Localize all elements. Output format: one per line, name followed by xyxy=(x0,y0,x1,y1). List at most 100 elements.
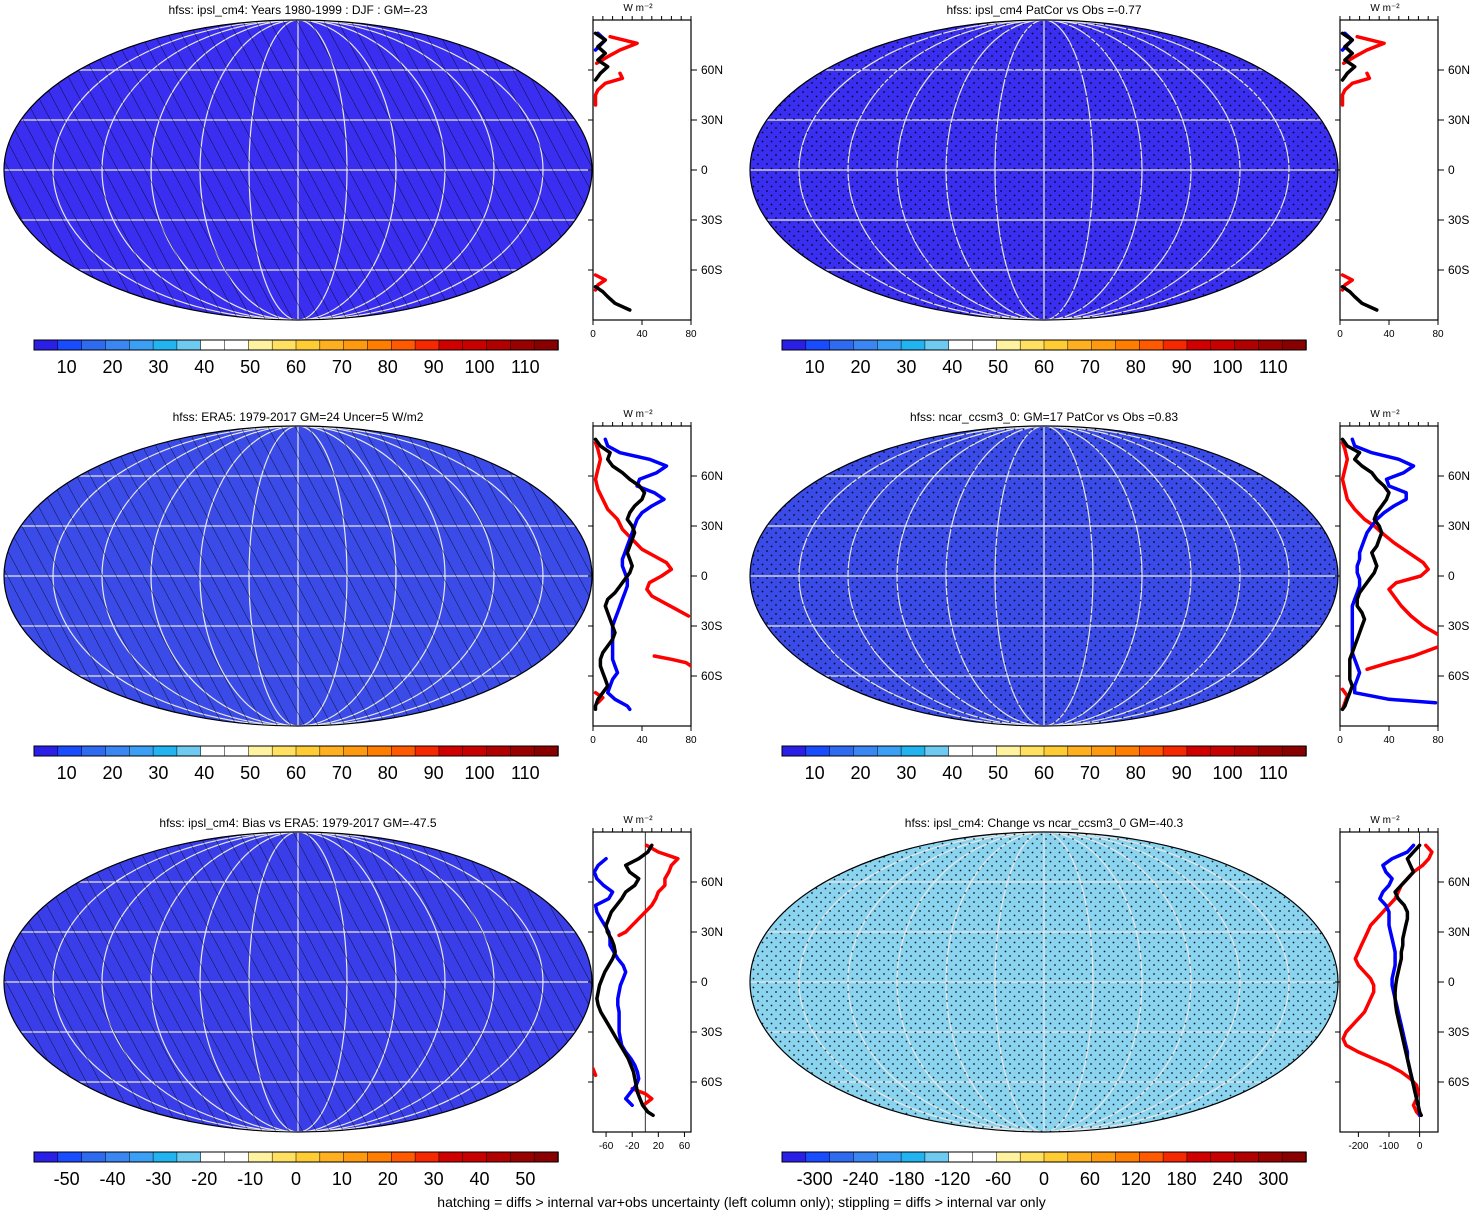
colorbar-label: 10 xyxy=(805,763,825,783)
x-tick-label: 40 xyxy=(1383,329,1395,340)
colorbar-swatch xyxy=(319,339,345,351)
profile-series-black xyxy=(1340,31,1357,82)
lat-label: 30S xyxy=(1448,213,1469,227)
colorbar-swatch xyxy=(81,1151,107,1163)
x-tick-label: 60 xyxy=(679,1141,691,1152)
colorbar-swatch xyxy=(877,339,902,351)
x-tick-label: 40 xyxy=(1383,735,1395,746)
colorbar-swatch xyxy=(996,745,1021,757)
colorbar-swatch xyxy=(57,339,83,351)
colorbar-label: 100 xyxy=(464,357,494,377)
x-tick-label: 80 xyxy=(685,329,697,340)
colorbar-label: 90 xyxy=(1172,763,1192,783)
profile-series-black xyxy=(1340,437,1391,712)
colorbar-swatch xyxy=(81,745,107,757)
colorbar-swatch xyxy=(1019,1151,1045,1163)
profile-unit: W m⁻² xyxy=(623,3,653,14)
stippling-overlay xyxy=(750,426,1338,726)
colorbar-label: 110 xyxy=(1259,357,1288,377)
colorbar-swatch xyxy=(781,745,807,757)
colorbar-swatch xyxy=(1210,339,1236,351)
colorbar-swatch xyxy=(972,1151,998,1163)
profile-lines xyxy=(593,31,639,312)
colorbar-label: 30 xyxy=(148,763,168,783)
colorbar-swatch xyxy=(900,1151,926,1163)
colorbar-label: 110 xyxy=(511,763,540,783)
colorbar-swatch xyxy=(781,339,807,351)
colorbar-swatch xyxy=(877,745,902,757)
colorbar-swatch xyxy=(853,339,879,351)
hatching-overlay xyxy=(4,20,592,320)
colorbar-swatch xyxy=(200,339,226,351)
colorbar-label: 300 xyxy=(1258,1169,1288,1189)
x-tick-label: 0 xyxy=(1337,329,1343,340)
colorbar: 10 20 30 40 50 60 70 80 90 100 110 xyxy=(33,339,559,377)
profile-lines xyxy=(1341,843,1434,1118)
colorbar-label: 60 xyxy=(1034,763,1054,783)
lat-label: 30N xyxy=(701,925,723,939)
colorbar-swatch xyxy=(129,1151,154,1163)
colorbar-label: 10 xyxy=(805,357,825,377)
profile-series-red xyxy=(1341,34,1386,66)
colorbar-swatch xyxy=(105,1151,131,1163)
lat-label: 60N xyxy=(1448,875,1470,889)
colorbar-label: 80 xyxy=(378,357,398,377)
profile-series-red xyxy=(593,440,691,618)
colorbar-swatch xyxy=(533,1151,559,1163)
x-tick-label: 0 xyxy=(1337,735,1343,746)
colorbar-label: 0 xyxy=(291,1169,301,1189)
colorbar-swatch xyxy=(1067,1151,1093,1163)
lat-label: 60N xyxy=(701,875,723,889)
x-tick-label: 40 xyxy=(636,329,648,340)
colorbar-swatch xyxy=(343,1151,369,1163)
lat-label: 0 xyxy=(701,163,708,177)
colorbar-swatch xyxy=(533,745,559,757)
x-tick-label: -60 xyxy=(599,1141,614,1152)
panel-title: hfss: ipsl_cm4: Change vs ncar_ccsm3_0 G… xyxy=(905,816,1184,830)
colorbar-label: 100 xyxy=(1212,763,1242,783)
colorbar-swatch xyxy=(1115,745,1141,757)
lat-label: 0 xyxy=(1448,569,1455,583)
colorbar-swatch xyxy=(57,745,83,757)
colorbar-swatch xyxy=(853,1151,879,1163)
colorbar-swatch xyxy=(924,339,950,351)
colorbar-swatch xyxy=(81,339,107,351)
colorbar-swatch xyxy=(829,1151,855,1163)
colorbar-swatch xyxy=(438,339,464,351)
colorbar-swatch xyxy=(1139,1151,1164,1163)
zonal-profile: W m⁻² 60N 30N 0 30S 60S -200 -100 0 xyxy=(1335,815,1470,1152)
panel-1: hfss: ipsl_cm4: Years 1980-1999 : DJF : … xyxy=(3,3,723,377)
colorbar-swatch xyxy=(271,1151,297,1163)
colorbar-swatch xyxy=(129,339,154,351)
colorbar-swatch xyxy=(224,745,250,757)
panel-3: hfss: ERA5: 1979-2017 GM=24 Uncer=5 W/m2… xyxy=(3,409,723,783)
colorbar-label: 40 xyxy=(942,763,962,783)
colorbar-label: -40 xyxy=(100,1169,126,1189)
colorbar-label: 20 xyxy=(851,763,871,783)
lat-label: 60S xyxy=(701,1075,722,1089)
colorbar-swatch xyxy=(224,339,250,351)
colorbar-swatch xyxy=(176,339,202,351)
colorbar-label: 110 xyxy=(511,357,540,377)
colorbar-label: 30 xyxy=(896,763,916,783)
colorbar-swatch xyxy=(1019,339,1045,351)
colorbar-swatch xyxy=(805,1151,831,1163)
lat-label: 30N xyxy=(1448,113,1470,127)
lat-label: 30S xyxy=(701,619,722,633)
colorbar-label: 30 xyxy=(424,1169,444,1189)
panel-title: hfss: ncar_ccsm3_0: GM=17 PatCor vs Obs … xyxy=(910,410,1178,424)
profile-unit: W m⁻² xyxy=(1370,3,1400,14)
map-field xyxy=(750,832,1338,1132)
colorbar-swatch xyxy=(152,1151,178,1163)
colorbar-label: 100 xyxy=(1212,357,1242,377)
colorbar-swatch xyxy=(57,1151,83,1163)
colorbar-label: 30 xyxy=(148,357,168,377)
colorbar-label: 80 xyxy=(1126,357,1146,377)
colorbar-label: 10 xyxy=(332,1169,352,1189)
colorbar-swatch xyxy=(1258,1151,1283,1163)
colorbar-label: 60 xyxy=(286,763,306,783)
colorbar-swatch xyxy=(1234,1151,1260,1163)
colorbar-label: 10 xyxy=(57,357,77,377)
lat-label: 60S xyxy=(701,263,722,277)
